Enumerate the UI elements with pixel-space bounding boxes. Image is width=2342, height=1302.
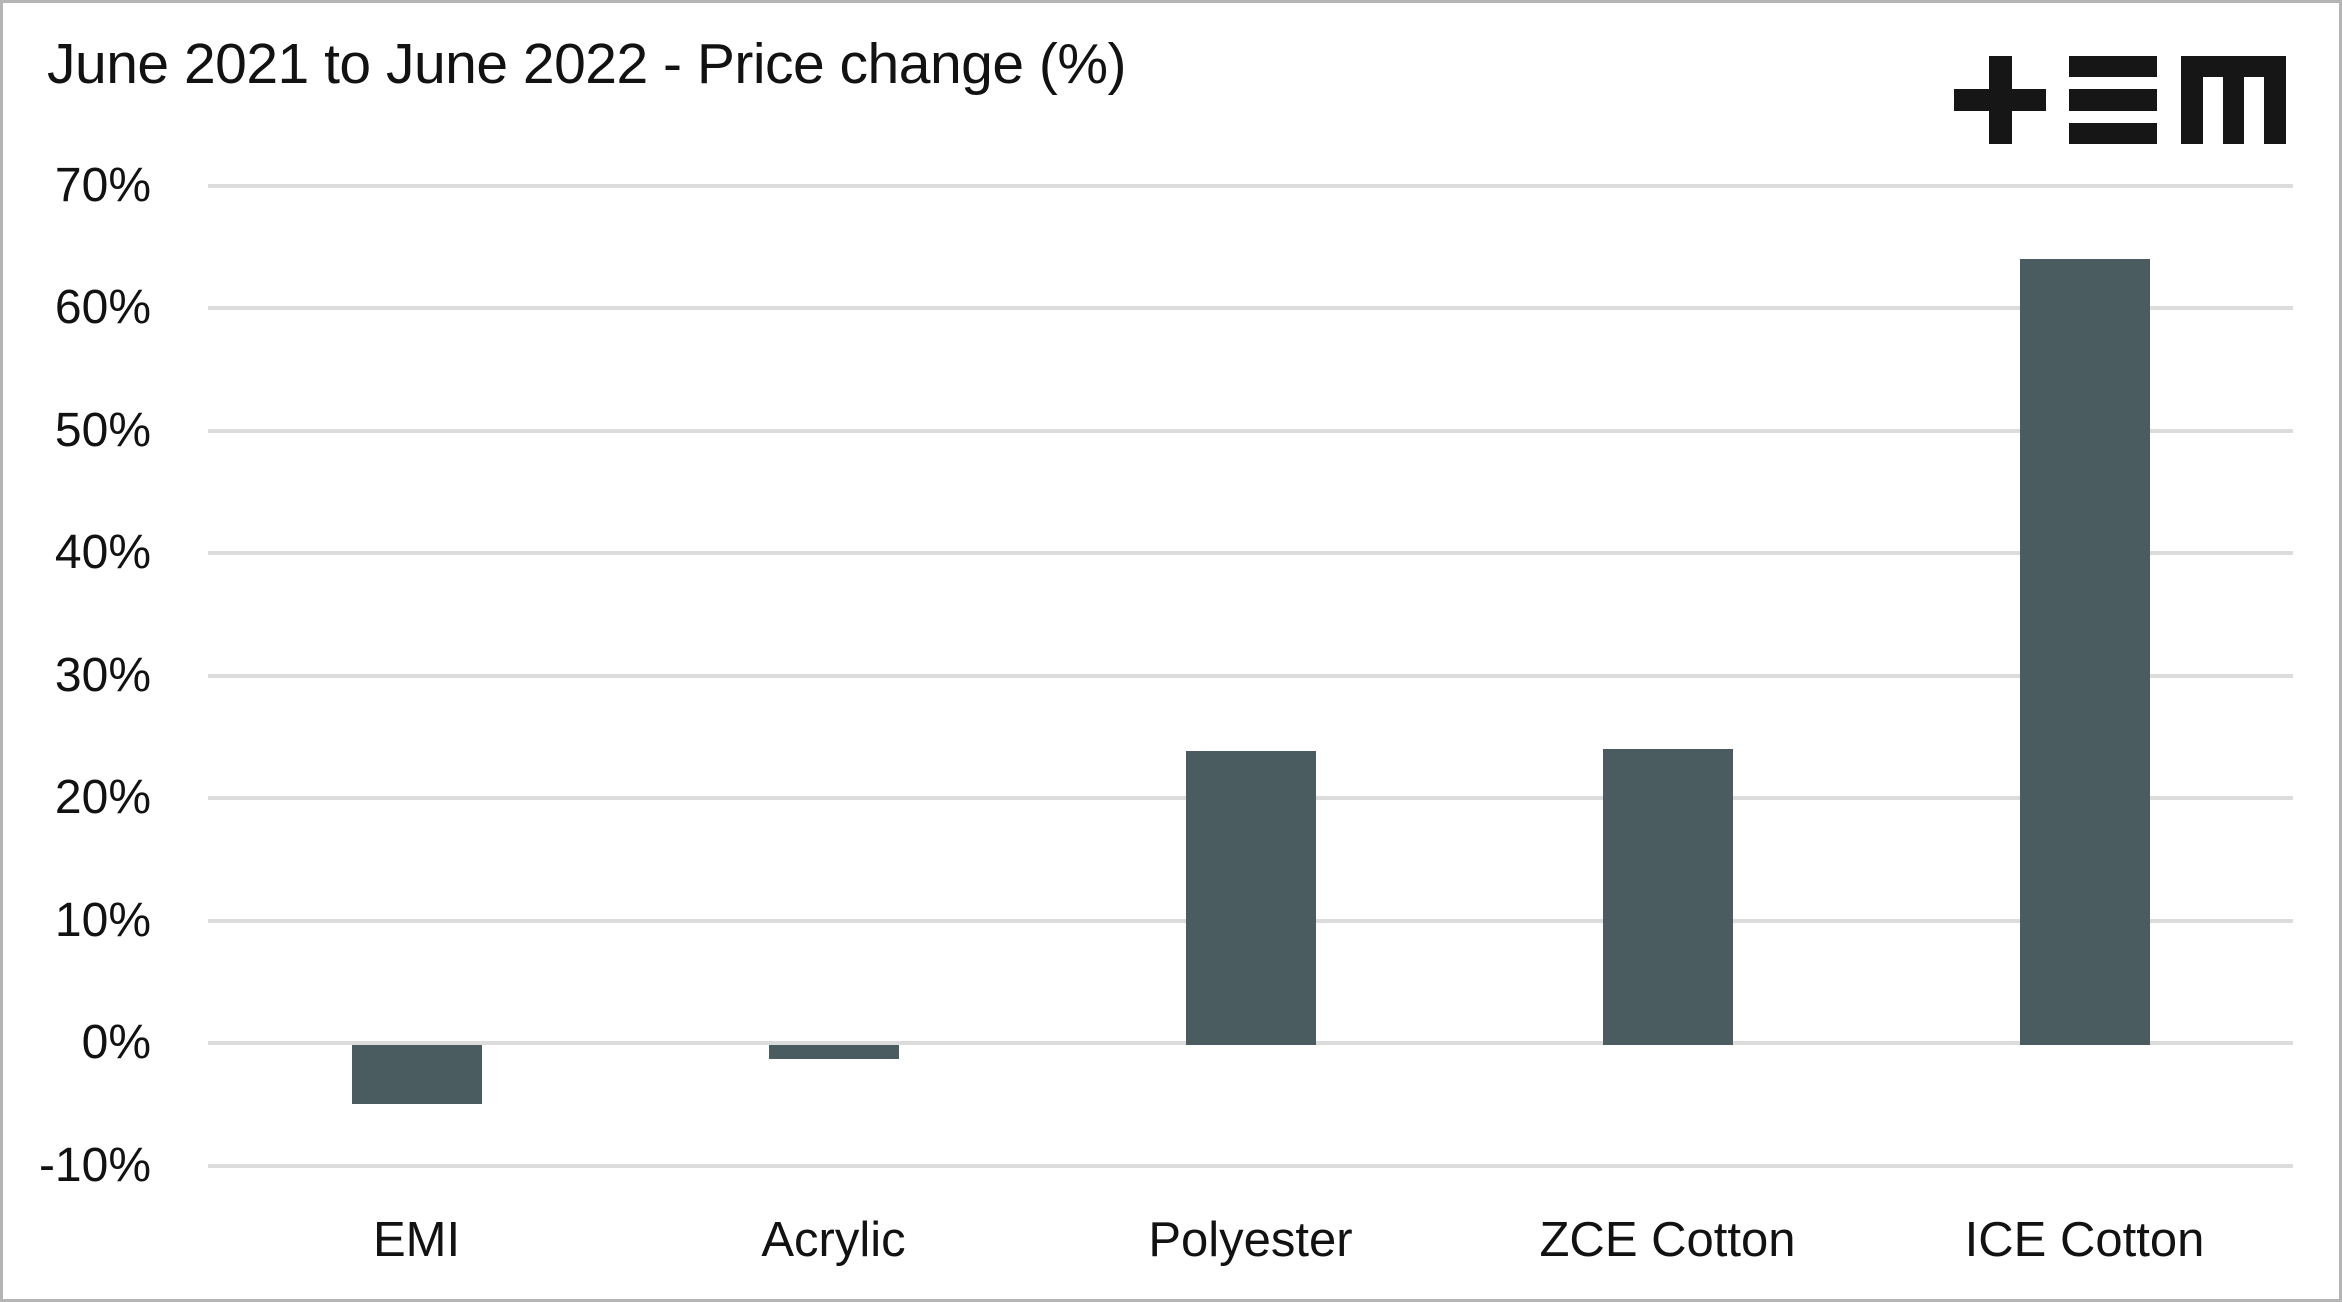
y-axis-tick-label: 70% (54, 158, 151, 212)
y-axis-tick-label: -10% (38, 1138, 151, 1192)
logo-m-glyph (2181, 56, 2286, 144)
y-axis-tick-label: 30% (54, 648, 151, 702)
chart-title: June 2021 to June 2022 - Price change (%… (47, 32, 1127, 96)
y-axis-tick-label: 60% (54, 281, 151, 334)
y-axis-tick-label: 10% (54, 893, 151, 947)
gridline-60 (208, 306, 2293, 310)
gridline-50 (208, 428, 2293, 433)
bar-zce-cotton (1602, 749, 1733, 1045)
gridline-70 (208, 183, 2293, 188)
y-axis-tick-label: 20% (54, 771, 151, 824)
gridline--10 (208, 1163, 2293, 1168)
logo-plus-glyph (1954, 56, 2046, 144)
gridline-40 (208, 551, 2293, 555)
gridline-30 (208, 673, 2293, 678)
tem-logo (1954, 56, 2286, 144)
bar-chart-plot-area: 70% 60% 50% 40% 30% 20% 10% 0% -10% EMI Acrylic Pol… (3, 3, 2339, 1299)
y-axis-tick-label: 0% (81, 1016, 151, 1069)
bar-ice-cotton (2019, 259, 2150, 1045)
bar-acrylic (768, 1045, 899, 1059)
logo-triple-bar-glyph (2069, 56, 2157, 144)
x-axis-label-acrylic: Acrylic (761, 1213, 906, 1267)
x-axis-label-ice-cotton: ICE Cotton (1964, 1213, 2205, 1267)
y-axis-tick-label: 40% (54, 526, 151, 579)
y-axis-tick-label: 50% (54, 403, 151, 457)
x-axis-label-polyester: Polyester (1148, 1213, 1353, 1267)
x-axis-label-zce-cotton: ZCE Cotton (1539, 1213, 1796, 1267)
x-axis-label-emi: EMI (372, 1213, 461, 1267)
bar-polyester (1185, 751, 1316, 1045)
bar-emi (351, 1045, 482, 1105)
